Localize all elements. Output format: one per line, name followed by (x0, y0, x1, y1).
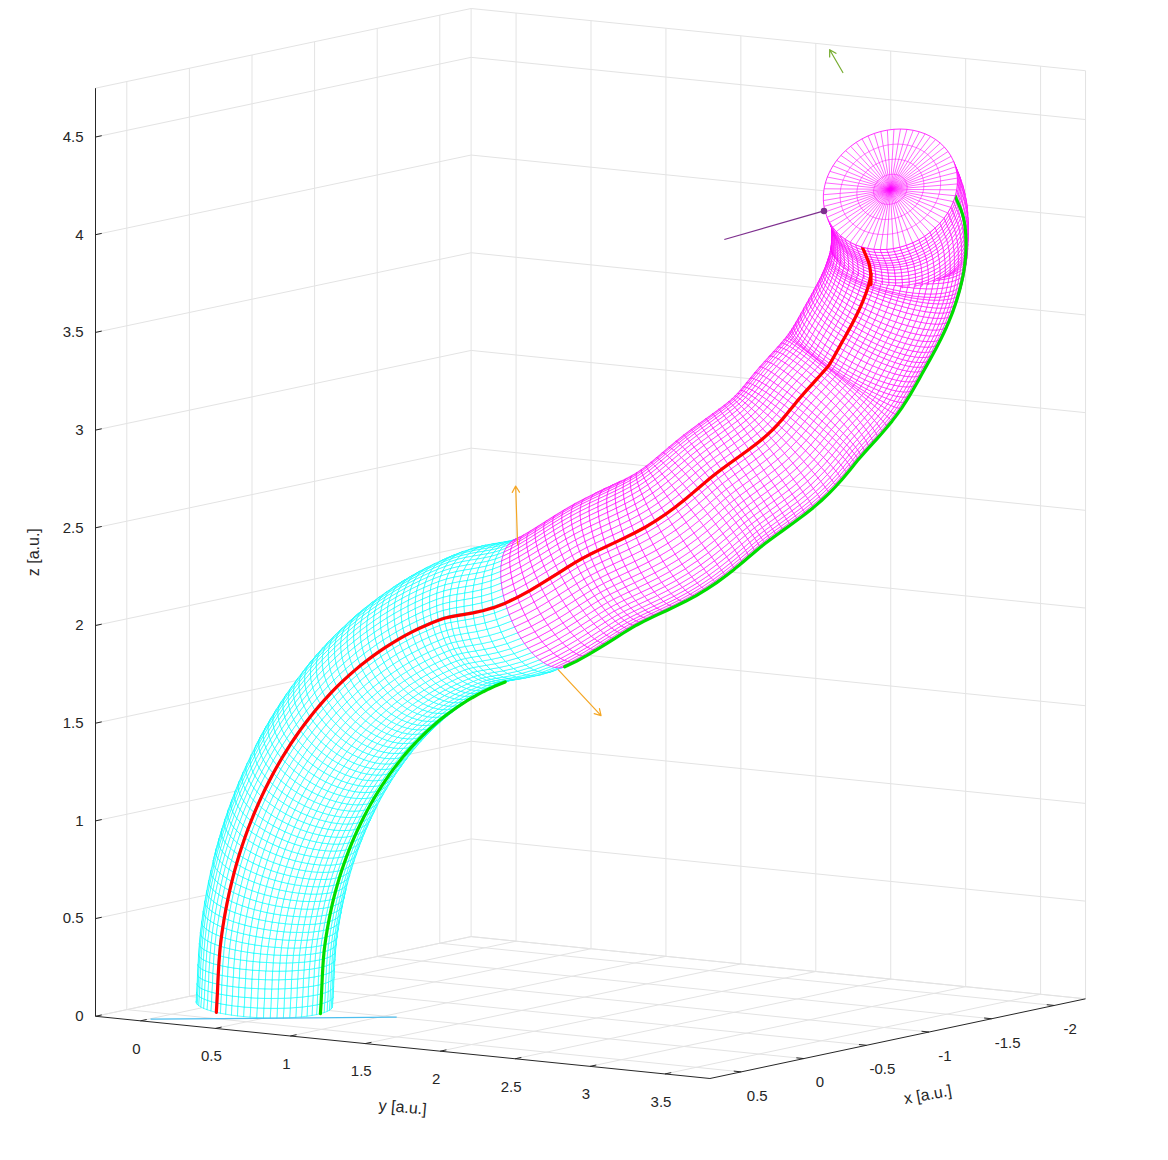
svg-text:-0.5: -0.5 (870, 1060, 896, 1077)
svg-text:-2: -2 (1064, 1020, 1077, 1037)
svg-text:-1.5: -1.5 (995, 1034, 1021, 1051)
svg-text:x [a.u.]: x [a.u.] (903, 1082, 953, 1107)
svg-text:0: 0 (816, 1073, 824, 1090)
svg-text:2: 2 (75, 616, 83, 633)
svg-text:3: 3 (582, 1085, 590, 1102)
svg-text:1.5: 1.5 (63, 714, 84, 731)
svg-text:0: 0 (132, 1040, 140, 1057)
svg-text:0.5: 0.5 (747, 1087, 768, 1104)
svg-text:2.5: 2.5 (501, 1078, 522, 1095)
svg-text:z [a.u.]: z [a.u.] (25, 528, 42, 576)
svg-text:3.5: 3.5 (651, 1093, 672, 1110)
svg-text:1: 1 (75, 812, 83, 829)
svg-text:y [a.u.]: y [a.u.] (378, 1096, 427, 1117)
svg-text:4: 4 (75, 226, 83, 243)
svg-text:2: 2 (432, 1070, 440, 1087)
svg-text:1.5: 1.5 (351, 1062, 372, 1079)
svg-text:1: 1 (282, 1055, 290, 1072)
svg-text:3: 3 (75, 421, 83, 438)
svg-text:0.5: 0.5 (63, 909, 84, 926)
svg-text:4.5: 4.5 (63, 128, 84, 145)
svg-text:0: 0 (75, 1007, 83, 1024)
svg-text:0.5: 0.5 (201, 1047, 222, 1064)
svg-text:3.5: 3.5 (63, 323, 84, 340)
svg-text:-1: -1 (938, 1047, 951, 1064)
svg-text:2.5: 2.5 (63, 519, 84, 536)
